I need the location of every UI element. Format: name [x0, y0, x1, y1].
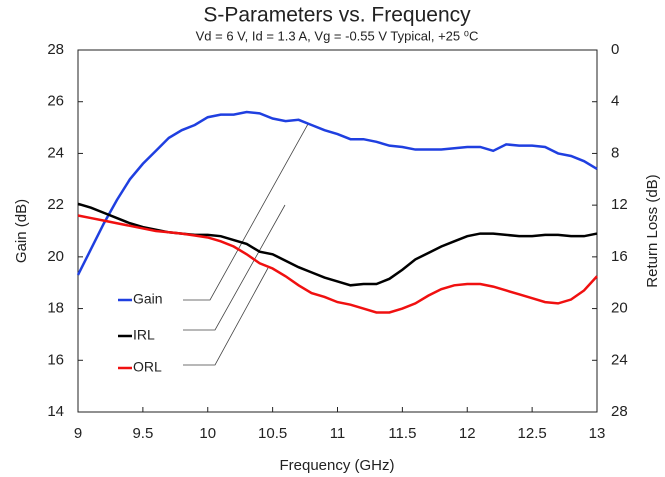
chart-subtitle: Vd = 6 V, Id = 1.3 A, Vg = -0.55 V Typic…: [196, 28, 479, 43]
legend-label: Gain: [133, 291, 163, 307]
y2-tick-label: 4: [611, 93, 619, 110]
x-tick-label: 10: [199, 425, 216, 442]
leader-lines: [183, 123, 309, 366]
x-tick-label: 9: [74, 425, 82, 442]
y2-tick-label: 16: [611, 248, 628, 265]
x-tick-label: 10.5: [258, 425, 287, 442]
x-axis-label: Frequency (GHz): [279, 457, 394, 474]
x-tick-label: 13: [589, 425, 606, 442]
x-tick-label: 11.5: [388, 425, 416, 442]
y-tick-label: 22: [47, 196, 64, 213]
series-line: [77, 214, 598, 314]
x-tick-label: 12.5: [518, 425, 547, 442]
x-tick-label: 11: [330, 425, 346, 442]
series-line: [76, 110, 598, 276]
y-tick-label: 24: [47, 144, 64, 161]
y-axis-label: Gain (dB): [13, 199, 30, 263]
y2-tick-label: 8: [611, 144, 619, 161]
y-tick-label: 28: [47, 41, 64, 58]
x-tick-label: 9.5: [132, 425, 153, 442]
y-tick-label: 20: [47, 248, 64, 265]
x-tick-label: 12: [459, 425, 476, 442]
chart-title: S-Parameters vs. Frequency: [203, 4, 471, 27]
y-tick-label: 16: [47, 351, 64, 368]
series-line: [77, 202, 598, 287]
y-tick-label: 26: [47, 93, 64, 110]
y2-tick-label: 12: [611, 196, 628, 213]
y2-tick-label: 20: [611, 300, 628, 317]
y2-tick-label: 0: [611, 41, 619, 58]
y-tick-label: 14: [47, 403, 64, 420]
y2-tick-label: 24: [611, 351, 628, 368]
y-tick-label: 18: [47, 300, 64, 317]
legend-label: IRL: [133, 327, 155, 343]
y2-tick-label: 28: [611, 403, 628, 420]
legend-label: ORL: [133, 359, 162, 375]
y2-axis-label: Return Loss (dB): [644, 174, 661, 287]
